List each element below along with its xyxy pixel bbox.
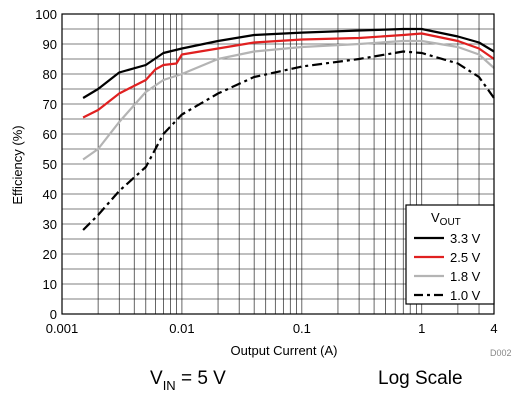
legend-title-subscript: OUT: [440, 217, 461, 228]
x-tick-label: 1: [418, 321, 425, 336]
series-line-1-0-Vv: [82, 50, 495, 231]
legend-entry: 1.8 V: [450, 269, 481, 284]
y-tick-label: 30: [43, 217, 57, 232]
y-tick-label: 10: [43, 277, 57, 292]
series-line-2-5-Vv: [82, 32, 495, 119]
vin-caption: VIN = 5 V: [150, 368, 226, 393]
legend-box: [405, 204, 495, 305]
legend-entry: 1.0 V: [450, 288, 481, 303]
x-tick-label: 0.001: [46, 321, 79, 336]
y-tick-label: 70: [43, 97, 57, 112]
x-axis-label: Output Current (A): [231, 343, 338, 358]
y-tick-label: 50: [43, 157, 57, 172]
x-tick-label: 0.1: [293, 321, 311, 336]
figure-id: D002: [490, 348, 512, 358]
series-line-1-8-Vv: [82, 39, 495, 161]
y-tick-label: 0: [50, 307, 57, 322]
series-line-3-3-Vv: [82, 27, 495, 99]
tick-labels: 0 10 20 30 40 50 60 70 80 90 100 0.001 0.01 0.1 1 4: [35, 7, 497, 336]
plot-frame: [61, 13, 495, 315]
y-tick-label: 60: [43, 127, 57, 142]
efficiency-chart: 0 10 20 30 40 50 60 70 80 90 100 0.001 0.01 0.1 1 4 Eff…: [10, 7, 512, 358]
legend-entry: 2.5 V: [450, 250, 481, 265]
y-tick-label: 40: [43, 187, 57, 202]
y-tick-label: 80: [43, 67, 57, 82]
y-tick-label: 100: [35, 7, 57, 22]
x-tick-label: 4: [490, 321, 497, 336]
legend-entry: 3.3 V: [450, 231, 481, 246]
y-tick-label: 20: [43, 247, 57, 262]
x-tick-label: 0.01: [169, 321, 194, 336]
series-layer: [82, 27, 495, 231]
y-tick-label: 90: [43, 37, 57, 52]
y-axis-label: Efficiency (%): [10, 125, 25, 204]
scale-caption: Log Scale: [378, 368, 463, 389]
